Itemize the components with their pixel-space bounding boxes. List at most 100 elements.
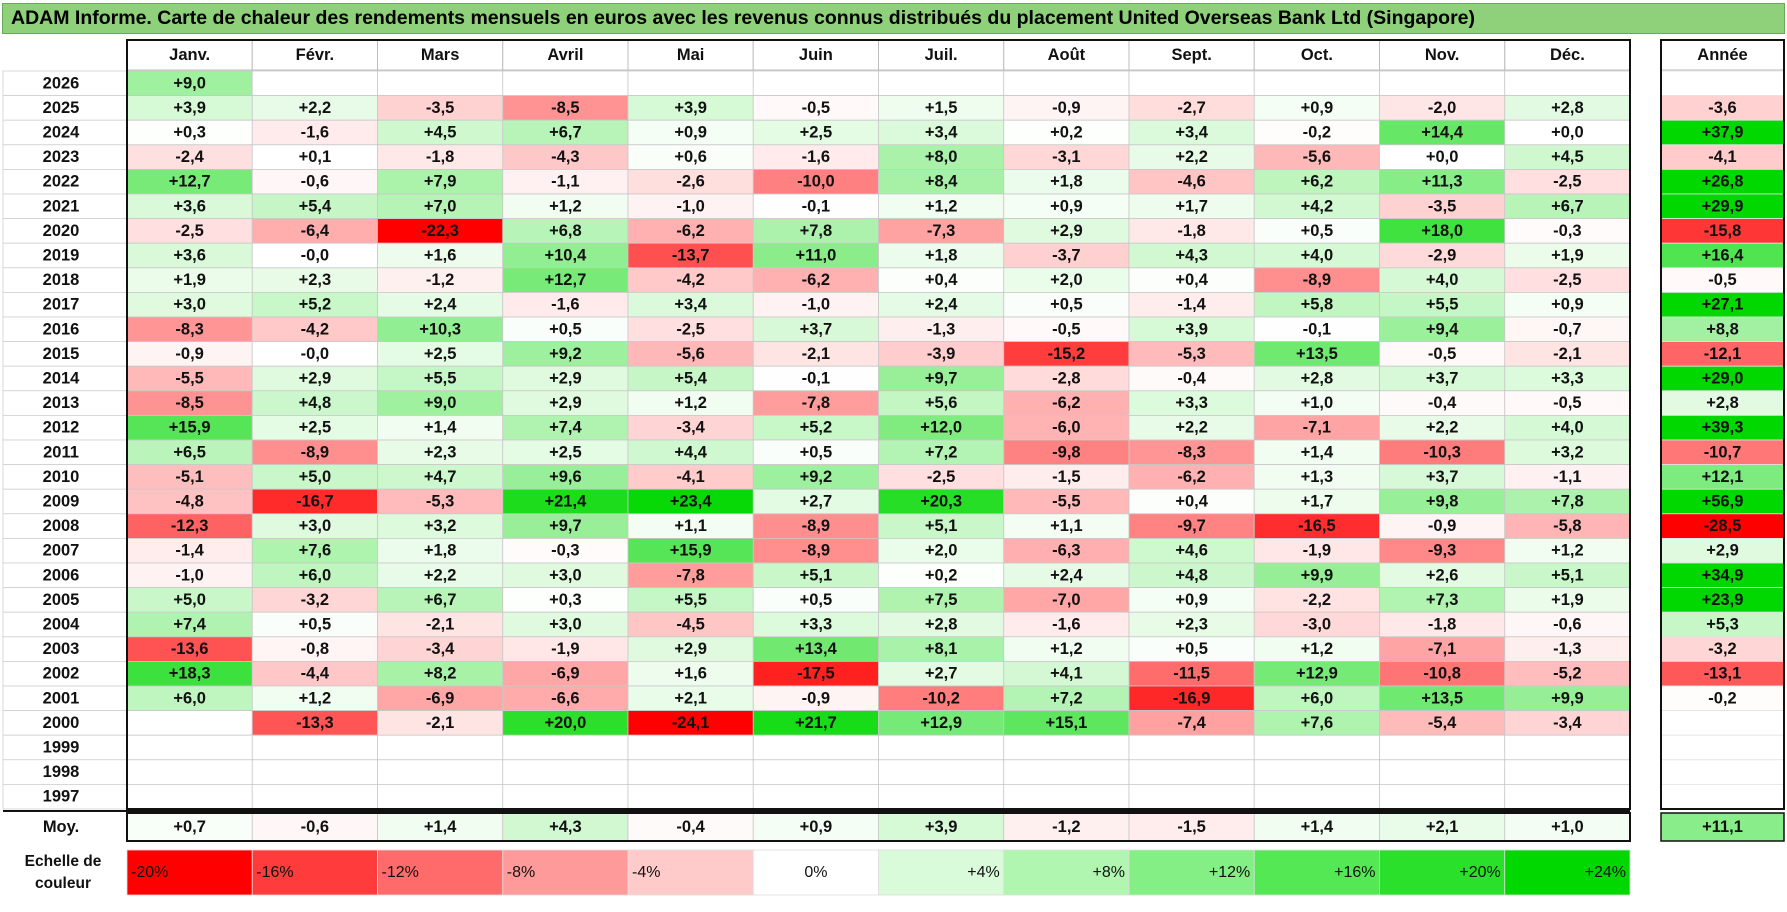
heatmap-cell [1253, 390, 1380, 416]
color-scale-swatch [1504, 849, 1631, 896]
heatmap-cell [1128, 784, 1255, 810]
heatmap-cell-value: +2,5 [299, 419, 332, 437]
heatmap-cell-value: +13,5 [1296, 345, 1338, 363]
heatmap-cell-value: -3,9 [927, 345, 955, 363]
heatmap-cell [1253, 341, 1380, 367]
year-total-value: +39,3 [1702, 419, 1744, 437]
heatmap-cell [1253, 734, 1380, 761]
heatmap-cell [1379, 316, 1506, 343]
heatmap-cell [878, 365, 1005, 392]
heatmap-cell [1504, 70, 1631, 97]
heatmap-cell [1128, 562, 1255, 589]
heatmap-cell-value: +3,4 [1175, 124, 1208, 142]
grid-frame [126, 39, 1631, 810]
heatmap-cell [1128, 291, 1255, 318]
heatmap-cell [878, 316, 1005, 343]
heatmap-cell-value: -1,3 [1553, 640, 1581, 658]
heatmap-cell [377, 341, 504, 367]
heatmap-cell-value: -2,0 [1428, 99, 1456, 117]
heatmap-cell-value: +1,7 [1301, 493, 1334, 511]
heatmap-cell-value: -1,6 [1052, 616, 1080, 634]
color-scale-tick-label: +24% [1585, 864, 1626, 881]
heatmap-cell-value: +0,9 [1175, 591, 1208, 609]
heatmap-cell [627, 636, 754, 662]
heatmap-cell-value: -0,5 [1553, 394, 1581, 412]
year-total-cell [1660, 316, 1785, 343]
heatmap-cell-value: -2,5 [1553, 271, 1581, 289]
color-scale-label: couleur [35, 875, 91, 892]
year-total-cell [1660, 513, 1785, 539]
year-total-value: -0,5 [1708, 271, 1736, 289]
heatmap-cell-value: +21,4 [545, 493, 588, 511]
color-scale-tick-label: -20% [131, 864, 168, 881]
year-label: 2011 [43, 443, 79, 461]
heatmap-cell-value: -13,3 [296, 714, 334, 732]
heatmap-cell [251, 661, 378, 687]
heatmap-cell-value: +0,5 [1175, 640, 1208, 658]
heatmap-cell-value: +2,5 [424, 345, 457, 363]
heatmap-cell-value: +3,3 [1551, 370, 1584, 388]
heatmap-cell-value: -0,3 [1553, 222, 1581, 240]
year-total-cell [1660, 488, 1785, 515]
heatmap-cell [377, 70, 504, 97]
heatmap-cell [502, 685, 629, 712]
heatmap-cell-value: +2,9 [549, 394, 582, 412]
heatmap-cell [1504, 267, 1631, 293]
heatmap-cell-value: +3,0 [299, 517, 332, 535]
year-label: 2013 [43, 394, 80, 412]
year-label: 2021 [43, 197, 80, 215]
year-total-cell [1660, 710, 1785, 736]
heatmap-cell-value: +9,0 [424, 394, 457, 412]
heatmap-cell [878, 488, 1005, 515]
heatmap-cell-value: +0,0 [1426, 148, 1459, 166]
heatmap-cell [251, 414, 378, 441]
heatmap-cell-value: +0,5 [549, 320, 582, 338]
heatmap-cell-value: -2,5 [1553, 173, 1581, 191]
heatmap-cell-value: +4,8 [299, 394, 332, 412]
year-total-value: +34,9 [1702, 566, 1744, 584]
month-header-label: Août [1048, 46, 1086, 64]
heatmap-cell-value: -1,4 [1177, 296, 1206, 314]
heatmap-cell-value: +0,2 [925, 566, 958, 584]
heatmap-cell [878, 636, 1005, 662]
heatmap-cell [627, 95, 754, 121]
heatmap-cell [502, 734, 629, 761]
heatmap-cell-value: +0,4 [1175, 271, 1208, 289]
color-scale-tick-label: +12% [1209, 864, 1250, 881]
heatmap-cell [1128, 513, 1255, 539]
year-label: 2006 [43, 566, 80, 584]
heatmap-cell [752, 685, 879, 712]
heatmap-cell-value: +0,4 [925, 271, 958, 289]
heatmap-cell-value: -24,1 [672, 714, 710, 732]
year-total-cell [1660, 70, 1785, 97]
year-total-cell [1660, 538, 1785, 564]
heatmap-cell [377, 562, 504, 589]
heatmap-cell [377, 365, 504, 392]
heatmap-cell-value: -8,9 [301, 443, 329, 461]
heatmap-cell [627, 439, 754, 466]
heatmap-cell [377, 759, 504, 785]
heatmap-cell-value: -1,0 [802, 296, 830, 314]
average-cell-value: +4,3 [549, 818, 582, 836]
heatmap-cell-value: +2,3 [424, 443, 457, 461]
heatmap-cell [502, 267, 629, 293]
average-cell-value: +0,9 [800, 818, 833, 836]
average-cell-value: +3,9 [925, 818, 958, 836]
heatmap-cell-value: +2,2 [1175, 148, 1208, 166]
month-header-cell [878, 39, 1005, 71]
heatmap-cell [878, 439, 1005, 466]
heatmap-cell-value: -1,6 [551, 296, 579, 314]
color-scale-tick-label: -4% [632, 864, 660, 881]
heatmap-cell-value: -17,5 [797, 665, 835, 683]
heatmap-cell [1504, 784, 1631, 810]
heatmap-cell-value: +10,3 [419, 320, 461, 338]
heatmap-cell-value: +2,5 [800, 124, 833, 142]
heatmap-cell [627, 759, 754, 785]
heatmap-cell [878, 661, 1005, 687]
heatmap-cell-value: +12,7 [545, 271, 587, 289]
year-label: 2009 [43, 493, 80, 511]
color-scale-swatch [502, 849, 629, 896]
year-total-cell [1660, 267, 1785, 293]
year-label-cell [2, 341, 128, 367]
year-total-cell [1660, 218, 1785, 244]
